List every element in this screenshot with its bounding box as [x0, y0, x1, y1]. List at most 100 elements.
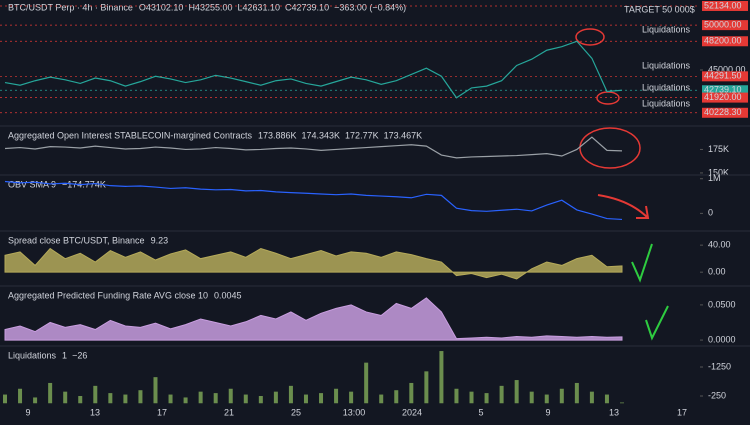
series-line — [4, 136, 623, 159]
price-tag — [702, 20, 748, 31]
x-tick-label: 13:00 — [343, 407, 366, 417]
annotation: Liquidations — [642, 24, 691, 34]
bar — [499, 385, 504, 404]
bar — [18, 388, 23, 404]
series-area — [4, 247, 623, 280]
circle-mark — [579, 127, 641, 169]
legend-value: 173.886K — [258, 130, 297, 140]
bar — [364, 362, 369, 404]
y-tick-label: 150K — [708, 167, 729, 177]
bar — [138, 390, 143, 404]
y-tick-label: 175K — [708, 144, 729, 154]
bar — [213, 393, 218, 404]
panel-title: Spread close BTC/USDT, Binance — [8, 235, 145, 245]
bar — [454, 388, 459, 404]
legend-value: 172.77K — [345, 130, 379, 140]
bar — [529, 391, 534, 404]
circle-mark — [575, 28, 605, 46]
bar — [589, 391, 594, 404]
bar — [153, 377, 158, 404]
bar — [424, 371, 429, 404]
legend-value: 9.23 — [151, 235, 169, 245]
x-tick-label: 17 — [677, 407, 687, 417]
legend-value: C42739.10 — [285, 2, 329, 12]
bar — [469, 391, 474, 404]
panel-title: Aggregated Open Interest STABLECOIN-marg… — [8, 130, 252, 140]
bar — [198, 391, 203, 404]
x-tick-label: 5 — [478, 407, 483, 417]
x-tick-label: 2024 — [402, 407, 422, 417]
bar — [334, 388, 339, 404]
panel-title: Aggregated Predicted Funding Rate AVG cl… — [8, 290, 208, 300]
bar — [319, 393, 324, 404]
x-tick-label: 9 — [545, 407, 550, 417]
price-tag-label: 52134.00 — [704, 0, 742, 10]
bar — [620, 402, 624, 404]
x-tick-label: 25 — [291, 407, 301, 417]
bar — [228, 388, 233, 404]
bar — [379, 394, 384, 404]
legend-value: 174.343K — [302, 130, 341, 140]
annotation: Liquidations — [642, 98, 691, 108]
y-tick-label: 0.0500 — [708, 299, 736, 309]
check — [645, 305, 669, 341]
legend-value: 1 — [62, 350, 67, 360]
series-area — [4, 297, 623, 341]
x-tick-label: 13 — [90, 407, 100, 417]
price-tag — [702, 36, 748, 47]
annotation: Liquidations — [642, 82, 691, 92]
bar — [243, 394, 248, 404]
price-tag-label: 50000.00 — [704, 19, 742, 29]
y-tick-label: 1M — [708, 173, 721, 183]
bar — [288, 385, 293, 404]
x-tick-label: 9 — [25, 407, 30, 417]
bar — [108, 393, 113, 404]
bar — [273, 391, 278, 404]
legend-value: 0.0045 — [214, 290, 242, 300]
y-tick-label: 0.00 — [708, 267, 726, 277]
bar — [604, 394, 609, 404]
bar — [303, 394, 308, 404]
bar — [3, 394, 7, 404]
price-tag-label: 41920.00 — [704, 92, 742, 102]
price-tag — [702, 85, 748, 96]
bar — [559, 388, 564, 404]
legend-value: 173.467K — [384, 130, 423, 140]
y-tick-label: 45000.00 — [708, 64, 746, 74]
y-tick-label: 40.00 — [708, 240, 731, 250]
legend-value: −363.00 (−0.84%) — [334, 2, 406, 12]
price-tag-label: 40228.30 — [704, 107, 742, 117]
x-tick-label: 17 — [157, 407, 167, 417]
legend-value: L42631.10 — [237, 2, 280, 12]
bar — [349, 391, 354, 404]
bar — [48, 382, 53, 404]
y-tick-label: 0.0000 — [708, 334, 736, 344]
panel-title: Liquidations — [8, 350, 57, 360]
bar — [484, 393, 489, 404]
y-tick-label: 0 — [708, 208, 713, 218]
x-tick-label: 21 — [224, 407, 234, 417]
price-tag — [702, 71, 748, 82]
bar — [258, 396, 263, 404]
bar — [183, 397, 188, 404]
legend-value: H43255.00 — [188, 2, 232, 12]
price-tag-label: 42739.10 — [704, 85, 742, 95]
bar — [78, 396, 83, 404]
bar — [544, 394, 549, 404]
arrow — [597, 194, 650, 219]
bar — [63, 391, 68, 404]
bar — [33, 397, 38, 404]
annotation: TARGET 50 000$ — [624, 4, 695, 14]
price-tag — [702, 92, 748, 103]
bar — [574, 382, 579, 404]
price-tag — [702, 0, 748, 11]
bar — [514, 380, 519, 404]
bar — [123, 394, 128, 404]
series-line — [4, 180, 623, 221]
price-tag — [702, 107, 748, 118]
check — [631, 243, 653, 283]
y-tick-label: -1250 — [708, 361, 731, 371]
legend-value: −26 — [72, 350, 87, 360]
